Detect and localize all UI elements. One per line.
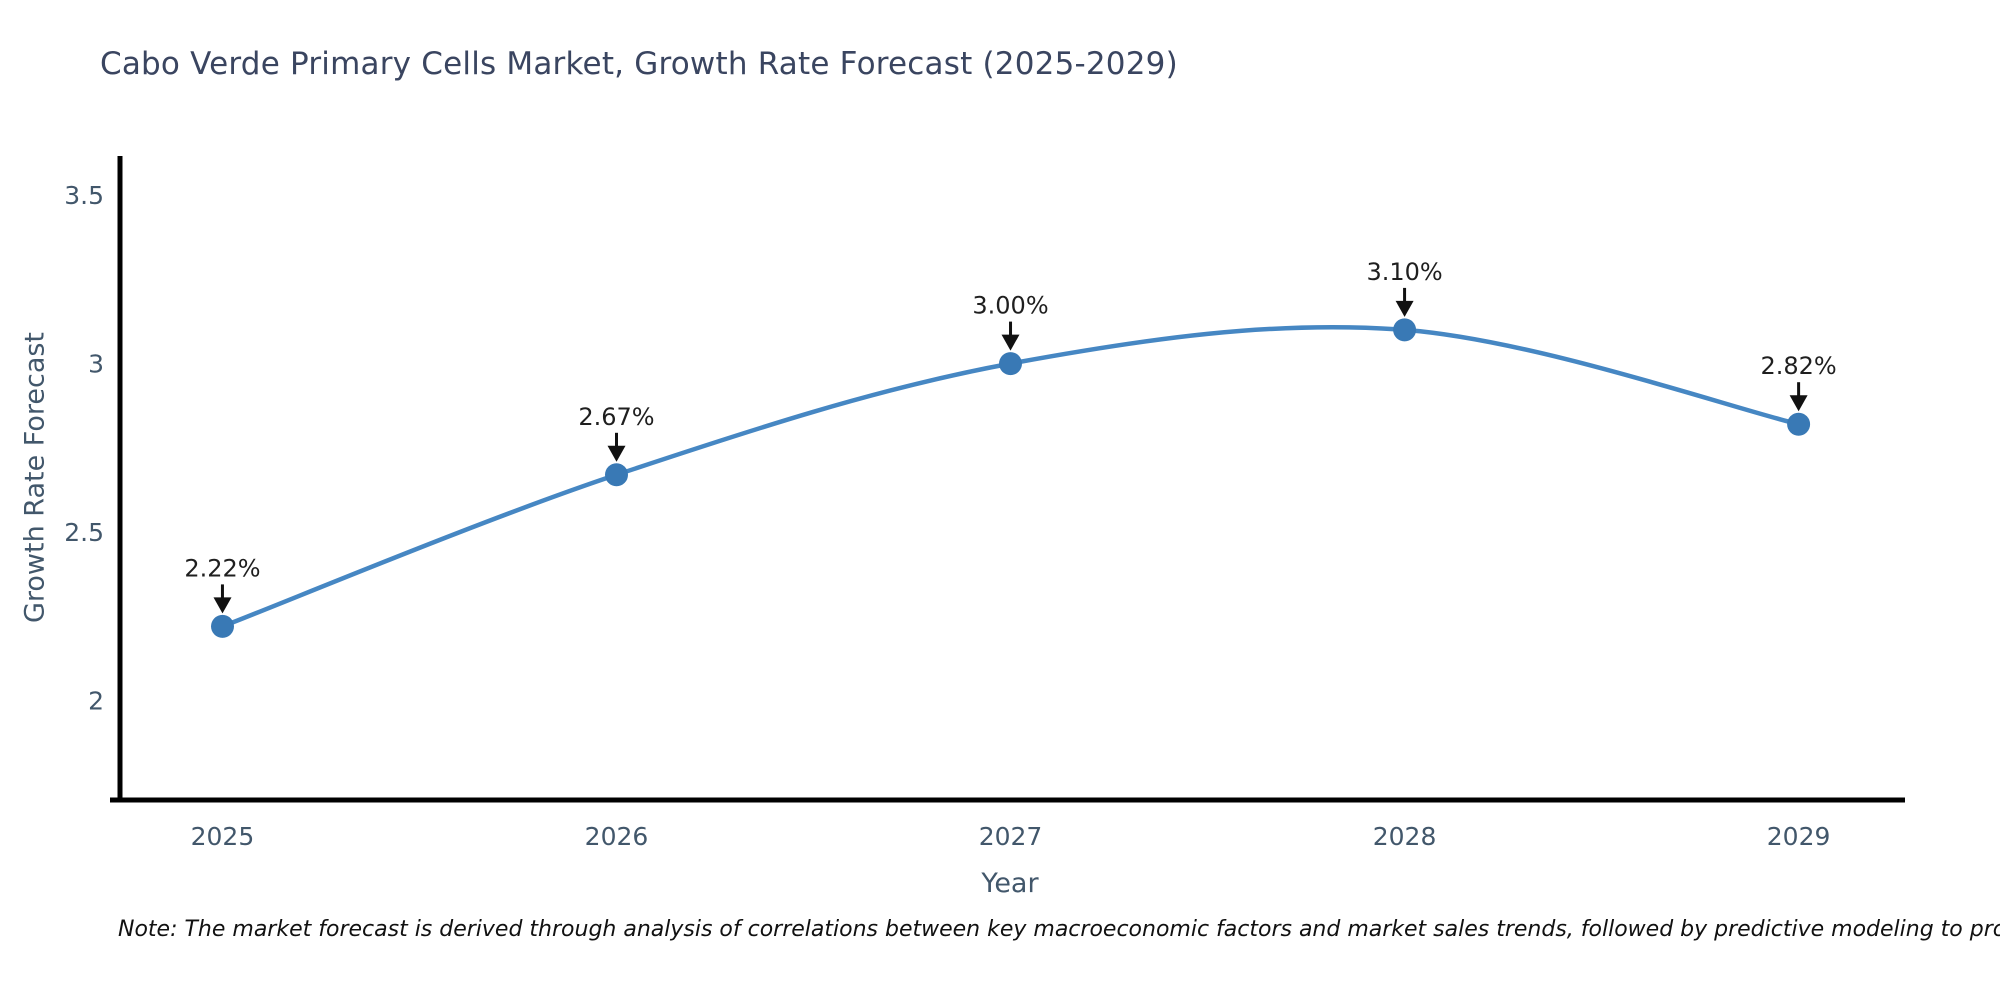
data-point-marker	[211, 614, 234, 638]
annotation-label: 3.00%	[972, 292, 1048, 320]
x-tick-label: 2026	[585, 822, 649, 851]
x-tick-label: 2029	[1767, 822, 1831, 851]
footnote: Note: The market forecast is derived thr…	[118, 917, 2000, 942]
y-axis-title: Growth Rate Forecast	[19, 331, 51, 624]
annotation-arrow-head	[213, 597, 232, 614]
y-tick-label: 3.5	[64, 181, 104, 210]
annotation-label: 2.22%	[184, 554, 260, 582]
chart-title: Cabo Verde Primary Cells Market, Growth …	[100, 46, 1178, 82]
annotation-label: 2.82%	[1760, 352, 1836, 380]
data-point-marker	[605, 463, 628, 487]
annotation-arrow-head	[1395, 300, 1414, 317]
annotation-arrow-head	[1001, 334, 1020, 351]
y-tick-label: 3	[88, 350, 104, 379]
annotation-label: 3.10%	[1366, 258, 1442, 286]
data-point-marker	[1787, 412, 1811, 436]
x-axis-title: Year	[981, 868, 1039, 899]
data-point-marker	[1393, 318, 1417, 342]
annotation-label: 2.67%	[578, 403, 654, 431]
x-tick-label: 2025	[191, 822, 255, 851]
x-tick-label: 2027	[979, 822, 1043, 851]
data-point-marker	[999, 352, 1022, 376]
y-tick-label: 2	[88, 687, 104, 716]
annotation-arrow-head	[1789, 395, 1808, 412]
x-tick-label: 2028	[1373, 822, 1437, 851]
annotation-arrow-head	[607, 445, 626, 462]
y-tick-label: 2.5	[64, 518, 104, 547]
